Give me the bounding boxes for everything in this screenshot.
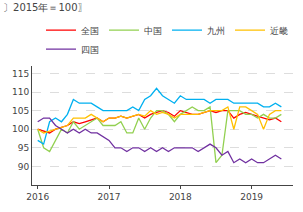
svg-text:95: 95 <box>18 143 29 153</box>
svg-text:2017: 2017 <box>98 192 121 202</box>
svg-text:90: 90 <box>18 162 30 172</box>
svg-text:四国: 四国 <box>81 45 99 55</box>
svg-text:中国: 中国 <box>144 26 162 36</box>
svg-text:2019: 2019 <box>240 192 263 202</box>
svg-text:近畿: 近畿 <box>270 26 288 36</box>
svg-text:105: 105 <box>12 106 29 116</box>
svg-text:115: 115 <box>12 69 29 79</box>
svg-text:九州: 九州 <box>207 26 225 36</box>
svg-text:2018: 2018 <box>169 192 192 202</box>
svg-text:2016: 2016 <box>26 192 49 202</box>
svg-text:100: 100 <box>12 124 29 134</box>
svg-text:110: 110 <box>12 87 29 97</box>
svg-text:〕2015年＝100〗: 〕2015年＝100〗 <box>3 2 88 13</box>
svg-text:全国: 全国 <box>81 26 99 36</box>
